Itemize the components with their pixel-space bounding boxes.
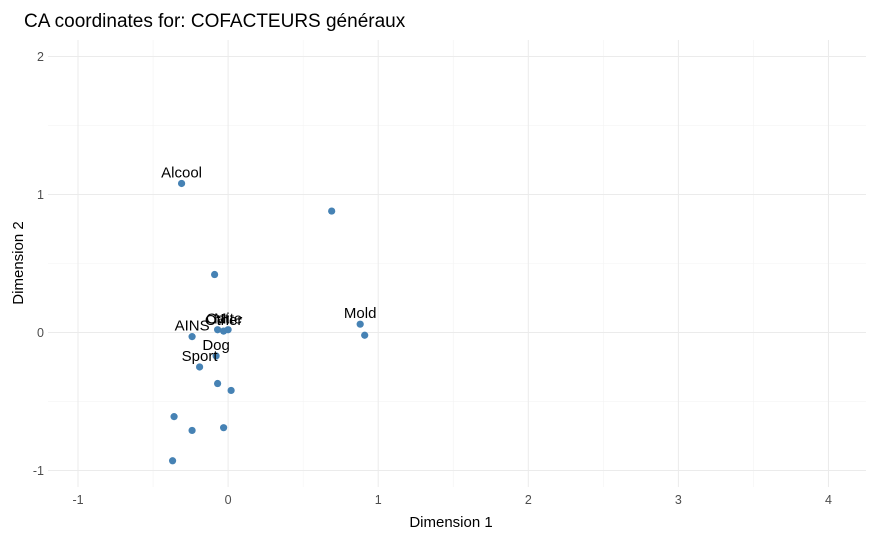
data-point xyxy=(227,386,235,395)
point-label: Mite xyxy=(214,311,242,328)
point-label: AINS xyxy=(175,318,210,335)
data-point xyxy=(212,352,220,360)
data-point xyxy=(211,270,219,279)
chart-title: CA coordinates for: COFACTEURS généraux xyxy=(24,11,406,32)
y-tick-label: -1 xyxy=(33,464,44,478)
point-label: Dog xyxy=(202,337,230,354)
x-tick-label: 3 xyxy=(675,493,682,507)
data-points xyxy=(168,179,369,465)
data-point xyxy=(356,320,364,328)
x-tick-label: 1 xyxy=(375,493,382,507)
point-label: Mold xyxy=(344,305,377,322)
data-point xyxy=(214,379,222,388)
tick-labels: -1 0 1 2 3 4 -1 0 1 2 xyxy=(33,50,832,507)
point-label: Cat xyxy=(206,311,230,328)
data-point xyxy=(195,363,204,371)
data-point xyxy=(361,331,369,339)
y-tick-label: 0 xyxy=(37,326,44,340)
point-label: Alcool xyxy=(161,164,202,181)
data-point xyxy=(220,424,228,432)
x-tick-label: 0 xyxy=(225,493,232,507)
data-point xyxy=(170,413,178,421)
point-label: Sport xyxy=(182,348,219,365)
data-point xyxy=(328,207,336,215)
data-point xyxy=(177,179,186,188)
data-point xyxy=(220,327,228,335)
point-label: Other xyxy=(205,312,243,329)
data-point xyxy=(188,333,196,341)
y-tick-label: 2 xyxy=(37,50,44,64)
y-tick-label: 1 xyxy=(37,188,44,202)
data-point xyxy=(168,457,177,465)
x-tick-label: 2 xyxy=(525,493,532,507)
x-axis-title: Dimension 1 xyxy=(409,514,492,531)
data-point xyxy=(188,426,196,435)
data-point xyxy=(214,326,222,334)
y-axis-title: Dimension 2 xyxy=(10,221,27,304)
grid xyxy=(48,40,866,487)
x-tick-label: 4 xyxy=(825,493,832,507)
x-tick-label: -1 xyxy=(72,493,83,507)
